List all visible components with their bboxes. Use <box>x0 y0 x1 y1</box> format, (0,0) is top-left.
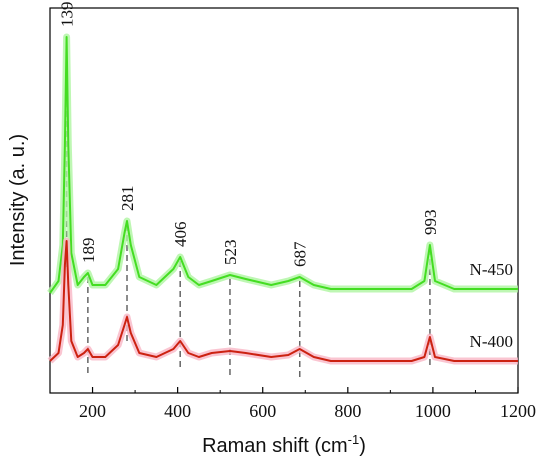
x-tick-label-200: 200 <box>79 401 106 421</box>
peak-label-993: 993 <box>421 210 440 236</box>
series-label-N-450: N-450 <box>470 260 513 279</box>
peak-annotations: 139 189 281 406 523 687 993 <box>58 2 440 268</box>
peak-label-189: 189 <box>79 238 98 264</box>
x-tick-label-800: 800 <box>334 401 361 421</box>
series-layer: N-450 N-400 <box>47 33 518 365</box>
series-label-N-400: N-400 <box>470 332 513 351</box>
y-axis-title: Intensity (a. u.) <box>7 134 29 266</box>
x-axis: 200 400 600 800 1000 1200 <box>49 387 536 421</box>
plot-area-frame <box>49 7 519 394</box>
peak-label-406: 406 <box>171 222 190 248</box>
x-tick-label-1000: 1000 <box>415 401 451 421</box>
x-tick-label-1200: 1200 <box>500 401 536 421</box>
series-line-N-450 <box>49 36 518 294</box>
peak-label-523: 523 <box>221 239 240 265</box>
peak-label-281: 281 <box>118 186 137 212</box>
peak-label-139: 139 <box>58 2 77 28</box>
series-line-N-400 <box>49 240 518 362</box>
x-axis-title: Raman shift (cm-1) <box>202 432 366 457</box>
x-tick-label-600: 600 <box>249 401 276 421</box>
x-tick-label-400: 400 <box>164 401 191 421</box>
peak-label-687: 687 <box>291 241 310 267</box>
